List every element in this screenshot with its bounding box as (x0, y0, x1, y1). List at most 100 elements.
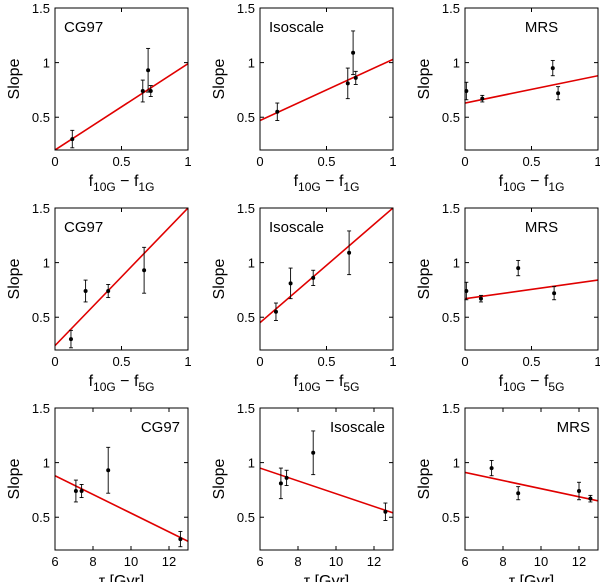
x-axis-label-part: 10G (298, 180, 321, 194)
y-tick-label: 1.5 (237, 201, 255, 216)
x-axis-label-part: − f (321, 373, 344, 390)
panel-label: Isoscale (269, 219, 324, 236)
x-tick-label: 10 (534, 554, 548, 569)
plot-frame (259, 407, 394, 551)
x-tick-label: 1 (389, 154, 396, 169)
y-tick-label: 1.5 (32, 401, 50, 416)
y-tick-label: 0.5 (32, 510, 50, 525)
y-axis-label: Slope (6, 258, 23, 299)
panel-4: 0 0.5 1 0.5 1 1.5 Slope f10G − f5G CG97 (6, 201, 192, 394)
panel-label: Isoscale (330, 419, 385, 436)
data-point (140, 89, 145, 94)
x-axis-label-part: 1G (343, 180, 359, 194)
x-axis-label: f10G − f1G (499, 173, 565, 194)
x-tick-label: 12 (162, 554, 176, 569)
x-axis-label: f10G − f5G (294, 373, 360, 394)
x-axis-label-part: − f (526, 173, 549, 190)
x-tick-label: 0 (461, 354, 468, 369)
x-tick-label: 0 (256, 354, 263, 369)
data-point (68, 337, 73, 342)
y-axis-label: Slope (6, 58, 23, 99)
x-axis-label-part: − f (321, 173, 344, 190)
x-tick-label: 1 (389, 354, 396, 369)
data-point (284, 475, 289, 480)
data-point (552, 291, 557, 296)
x-tick-label: 0 (256, 154, 263, 169)
x-axis-label-part: 10G (93, 380, 116, 394)
fit-line (465, 279, 598, 300)
panel-6: 0 0.5 1 0.5 1 1.5 Slope f10G − f5G MRS (416, 201, 600, 394)
x-axis-label-part: f (499, 173, 504, 190)
x-axis-label-part: 5G (138, 380, 154, 394)
x-tick-label: 8 (89, 554, 96, 569)
data-point (383, 509, 388, 514)
x-tick-label: 0 (51, 154, 58, 169)
fit-line (465, 471, 598, 502)
x-axis-label-part: 10G (503, 380, 526, 394)
y-axis-label: Slope (211, 58, 228, 99)
data-point (478, 296, 483, 301)
x-tick-label: 10 (124, 554, 138, 569)
x-axis-label-part: f (89, 373, 94, 390)
y-axis-label: Slope (211, 258, 228, 299)
x-tick-label: 10 (329, 554, 343, 569)
x-tick-label: 0.5 (522, 354, 540, 369)
panel-label: Isoscale (269, 19, 324, 36)
y-tick-label: 1 (248, 456, 255, 471)
x-axis-label-part: − f (116, 173, 139, 190)
panel-label: MRS (525, 219, 558, 236)
x-axis-label-part: f (89, 173, 94, 190)
x-axis-label-part: f (294, 373, 299, 390)
x-axis-label-part: τ [Gyr] (509, 573, 554, 582)
data-point (480, 96, 485, 101)
data-point (556, 91, 561, 96)
y-tick-label: 0.5 (32, 110, 50, 125)
x-tick-label: 1 (594, 354, 600, 369)
panel-7: 6 8 10 12 0.5 1 1.5 Slope τ [Gyr] CG97 (6, 401, 189, 582)
x-axis-label-part: 5G (548, 380, 564, 394)
y-tick-label: 1 (453, 456, 460, 471)
data-point (516, 266, 521, 271)
x-tick-label: 6 (461, 554, 468, 569)
x-tick-label: 0.5 (112, 354, 130, 369)
y-tick-label: 1.5 (442, 201, 460, 216)
data-point (70, 137, 75, 142)
x-axis-label: f10G − f1G (89, 173, 155, 194)
x-axis-label-part: − f (116, 373, 139, 390)
data-point (347, 250, 352, 255)
x-tick-label: 12 (572, 554, 586, 569)
y-tick-label: 1.5 (442, 401, 460, 416)
data-point (178, 537, 183, 542)
fit-line (465, 74, 598, 104)
x-axis-label: τ [Gyr] (509, 573, 554, 582)
fit-line (55, 475, 188, 542)
x-axis-label-part: 1G (548, 180, 564, 194)
data-point (353, 75, 358, 80)
y-tick-label: 1 (43, 256, 50, 271)
panel-label: CG97 (64, 219, 103, 236)
fit-line (260, 208, 393, 324)
fit-line (55, 63, 188, 150)
y-tick-label: 1 (453, 56, 460, 71)
x-tick-label: 0.5 (317, 354, 335, 369)
data-point (588, 496, 593, 501)
y-tick-label: 0.5 (442, 310, 460, 325)
panel-2: 0 0.5 1 0.5 1 1.5 Slope f10G − f1G Isoscale (211, 1, 397, 194)
x-tick-label: 0 (461, 154, 468, 169)
panel-label: CG97 (141, 419, 180, 436)
y-axis-label: Slope (416, 58, 433, 99)
y-tick-label: 1 (43, 56, 50, 71)
plot-frame (54, 407, 189, 551)
y-tick-label: 1.5 (237, 401, 255, 416)
y-tick-label: 1 (453, 256, 460, 271)
panel-3: 0 0.5 1 0.5 1 1.5 Slope f10G − f1G MRS (416, 1, 600, 194)
x-axis-label-part: 5G (343, 380, 359, 394)
data-point (79, 489, 84, 494)
y-axis-label: Slope (416, 458, 433, 499)
x-axis-label-part: 10G (298, 380, 321, 394)
x-tick-label: 0.5 (317, 154, 335, 169)
x-axis-label: τ [Gyr] (304, 573, 349, 582)
data-point (345, 81, 350, 86)
x-tick-label: 8 (294, 554, 301, 569)
x-tick-label: 1 (184, 354, 191, 369)
